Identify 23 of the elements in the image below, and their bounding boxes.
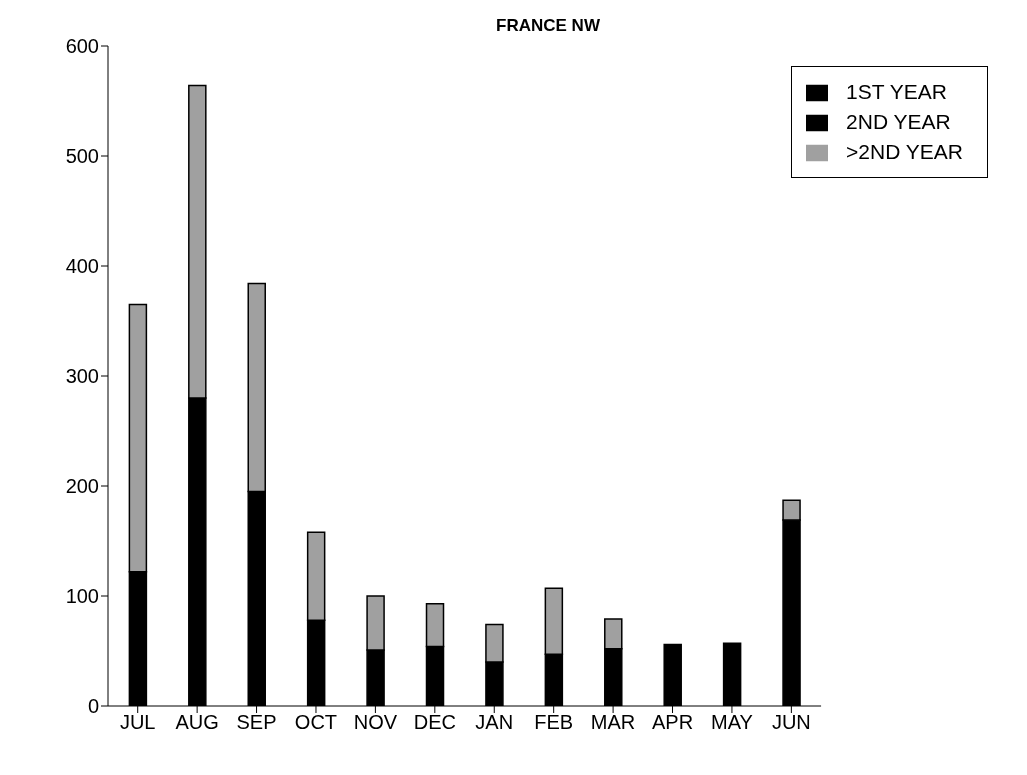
x-tick-label: JUL bbox=[119, 711, 156, 734]
x-tick-label: MAR bbox=[590, 711, 636, 734]
y-tick-label: 200 bbox=[65, 475, 99, 498]
x-tick-label: AUG bbox=[175, 711, 219, 734]
x-tick-label: MAY bbox=[711, 711, 753, 734]
x-tick-label: APR bbox=[651, 711, 694, 734]
legend-label: 2ND YEAR bbox=[846, 110, 951, 133]
y-tick-label: 400 bbox=[65, 255, 99, 278]
y-tick-label: 0 bbox=[87, 695, 99, 718]
legend-label: >2ND YEAR bbox=[846, 140, 963, 163]
x-tick-label: DEC bbox=[413, 711, 456, 734]
chart-title: FRANCE NW bbox=[495, 15, 601, 36]
legend-label: 1ST YEAR bbox=[846, 80, 947, 103]
x-tick-label: FEB bbox=[534, 711, 574, 734]
y-tick-label: 100 bbox=[65, 585, 99, 608]
y-tick-label: 600 bbox=[65, 35, 99, 58]
x-tick-label: JAN bbox=[475, 711, 514, 734]
y-tick-label: 300 bbox=[65, 365, 99, 388]
x-tick-label: JUN bbox=[771, 711, 811, 734]
x-tick-label: SEP bbox=[236, 711, 277, 734]
x-tick-label: OCT bbox=[294, 711, 338, 734]
y-tick-label: 500 bbox=[65, 145, 99, 168]
x-tick-label: NOV bbox=[353, 711, 398, 734]
